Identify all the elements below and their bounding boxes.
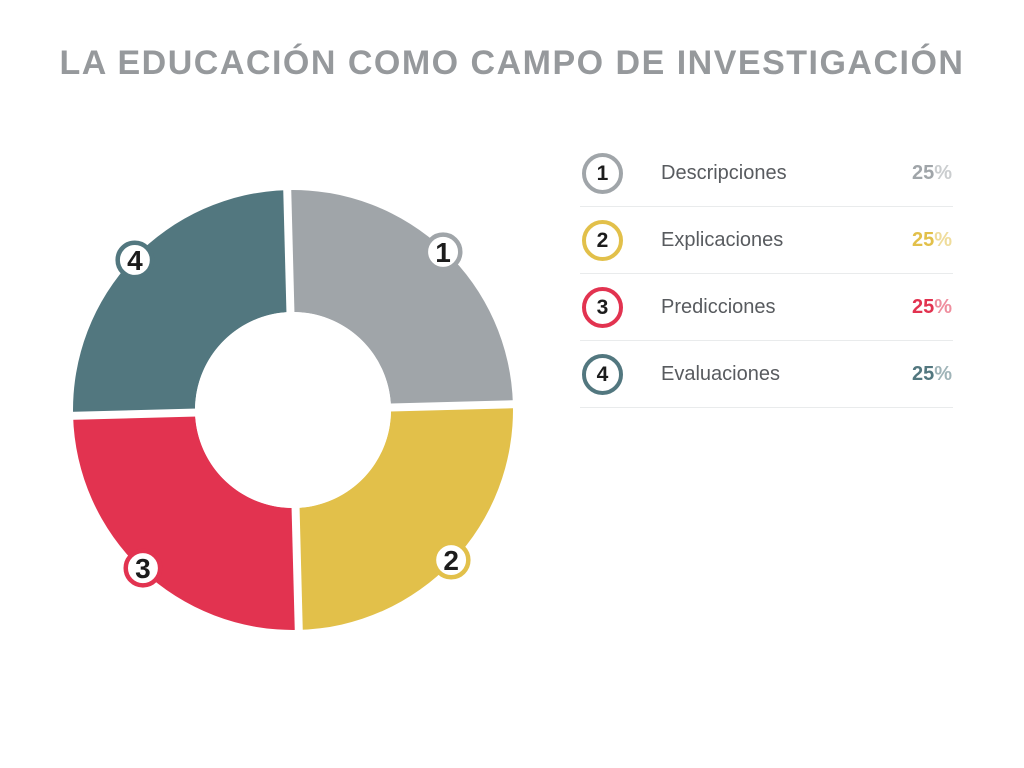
badge-number: 1 <box>435 237 451 268</box>
badge-ring <box>115 240 155 280</box>
legend-badge-2: 2 <box>582 219 623 261</box>
legend-percent: 25% <box>912 162 953 185</box>
legend-percent-value: 25 <box>911 228 935 251</box>
legend-badge-4: 4 <box>582 353 623 395</box>
legend-percent: 25% <box>912 229 953 252</box>
legend-percent-unit: % <box>934 362 952 385</box>
donut-badge-1: 1 <box>423 232 463 272</box>
legend-row-evaluaciones: 4 Evaluaciones 25% <box>580 341 953 408</box>
legend-percent-value: 25 <box>911 161 935 184</box>
segment-divider <box>283 181 295 325</box>
badge-ring <box>423 232 463 272</box>
donut-segment-explicaciones <box>295 404 513 630</box>
legend-row-explicaciones: 2 Explicaciones 25% <box>580 207 953 274</box>
donut-chart: 1 2 3 4 <box>57 174 529 646</box>
segment-divider <box>378 400 522 412</box>
donut-segment-descripciones <box>287 190 513 408</box>
donut-segment-evaluaciones <box>73 190 291 416</box>
donut-hole <box>195 312 391 508</box>
legend-percent: 25% <box>912 363 953 386</box>
legend-percent: 25% <box>912 296 953 319</box>
donut-badge-2: 2 <box>431 540 471 580</box>
legend-label: Evaluaciones <box>661 362 780 385</box>
badge-number: 4 <box>127 245 143 276</box>
chart-title: LA EDUCACIÓN COMO CAMPO DE INVESTIGACIÓN <box>59 44 965 82</box>
donut-badge-3: 3 <box>123 548 163 588</box>
badge-number: 2 <box>443 545 459 576</box>
legend-percent-unit: % <box>934 295 952 318</box>
legend-percent-value: 25 <box>911 362 935 385</box>
legend-percent-value: 25 <box>911 295 935 318</box>
donut-badge-4: 4 <box>115 240 155 280</box>
badge-ring <box>431 540 471 580</box>
segment-divider <box>291 495 303 639</box>
legend-percent-unit: % <box>934 161 952 184</box>
donut-segment-predicciones <box>73 412 299 630</box>
badge-ring <box>123 548 163 588</box>
legend-badge-3: 3 <box>582 286 623 328</box>
donut-svg: 1 2 3 4 <box>64 181 522 639</box>
legend-label: Descripciones <box>661 161 787 184</box>
legend-percent-unit: % <box>934 228 952 251</box>
legend-label: Explicaciones <box>661 228 784 251</box>
legend-badge-1: 1 <box>582 152 623 194</box>
legend-row-predicciones: 3 Predicciones 25% <box>580 274 953 341</box>
segment-divider <box>64 408 208 420</box>
legend-label: Predicciones <box>661 295 776 318</box>
legend-row-descripciones: 1 Descripciones 25% <box>580 140 953 207</box>
badge-number: 3 <box>135 553 151 584</box>
chart-legend: 1 Descripciones 25% 2 Explicaciones 25% 3 Predi… <box>580 140 953 408</box>
